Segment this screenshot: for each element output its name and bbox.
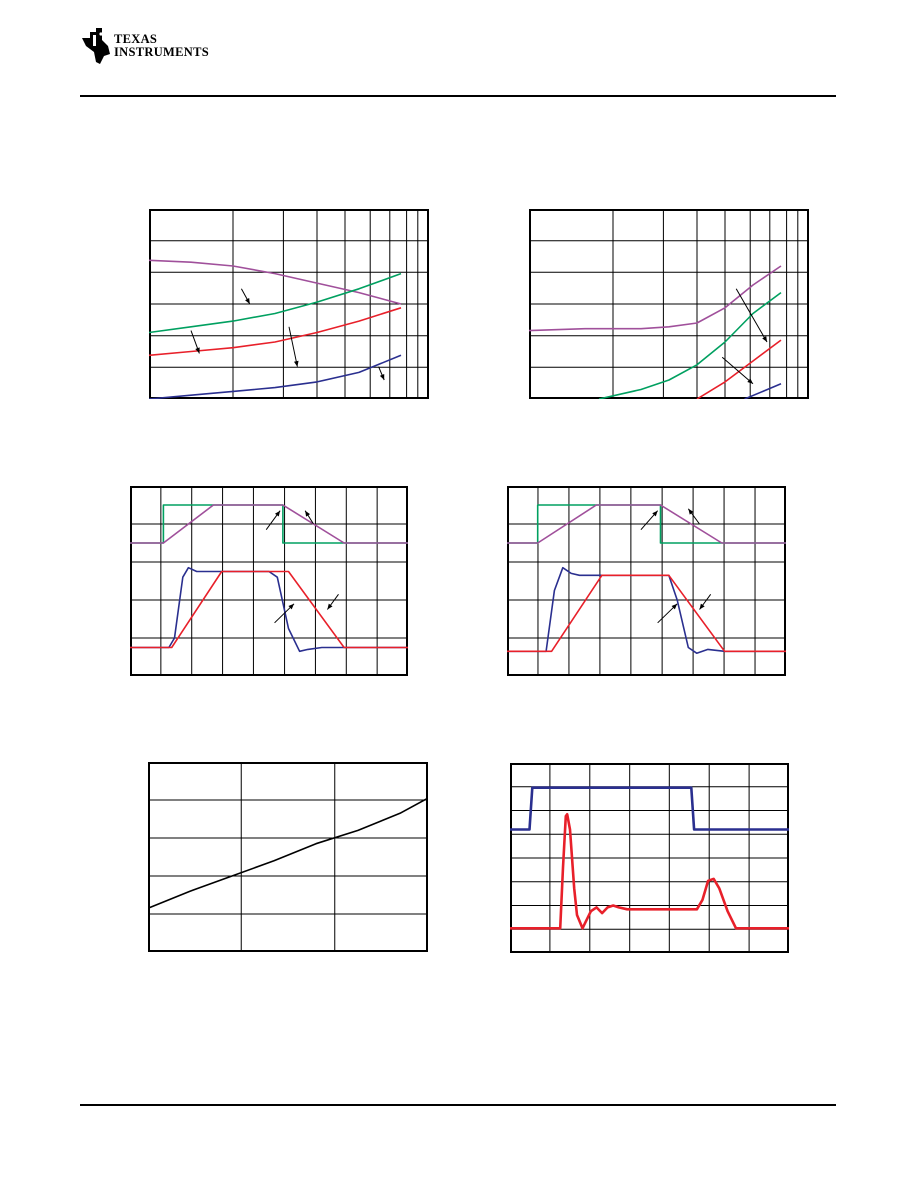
plot-frame [149,209,429,399]
brand-name: TEXAS INSTRUMENTS [114,33,209,59]
arrow-head [671,603,678,610]
arrow-head [195,347,200,354]
series-line-purple [529,265,782,332]
plot-frame [148,762,428,952]
chart-svg [529,209,809,399]
annotation-arrow [721,356,754,385]
chart-3 [130,486,408,676]
ti-logo-icon [82,28,110,64]
series-line-green [149,272,402,334]
chart-svg [130,486,408,676]
series-line-purple [130,504,408,544]
series-line-red [696,339,782,399]
ti-logo [80,26,230,66]
series-line-blue [149,354,402,399]
series-line-black [148,797,428,910]
footer-rule [80,1104,836,1106]
series-line-blue [510,786,789,831]
series-line-red [510,813,789,930]
arrow-head [699,603,705,610]
arrow-head [327,603,333,610]
chart-svg [507,486,786,676]
brand-line-1: TEXAS [114,32,158,46]
plot-frame [529,209,809,399]
series-line-purple [149,259,402,305]
brand-line-2: INSTRUMENTS [114,45,209,59]
series-line-red [130,570,408,649]
arrow-head [288,603,295,610]
chart-6 [510,763,789,953]
chart-5 [148,762,428,952]
arrow-head [305,510,311,517]
series-line-purple [507,504,786,544]
series-line-red [149,307,402,357]
series-line-blue [744,383,782,399]
arrow-head [762,336,767,342]
series-line-red [507,574,786,653]
arrow-head [274,510,281,517]
plot-frame [510,763,789,953]
arrow-head [747,378,753,384]
chart-svg [148,762,428,952]
header-rule [80,95,836,97]
arrow-head [652,510,658,517]
series-line-blue [507,566,786,654]
chart-1 [149,209,429,399]
plot-frame [507,486,786,676]
chart-2 [529,209,809,399]
arrow-head [379,374,385,380]
annotation-arrow [735,288,768,343]
series-line-green [598,291,782,399]
chart-svg [510,763,789,953]
chart-svg [149,209,429,399]
plot-frame [130,486,408,676]
chart-4 [507,486,786,676]
arrow-head [293,360,299,367]
arrow-head [688,508,694,515]
series-line-blue [130,566,408,653]
annotation-arrow [288,326,298,367]
arrow-head [245,298,250,304]
